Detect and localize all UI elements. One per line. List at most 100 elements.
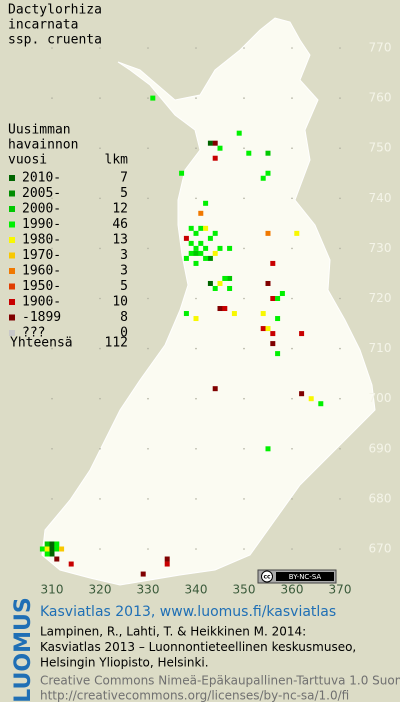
grid-dot (243, 548, 245, 550)
grid-dot (195, 297, 197, 300)
legend-label: 2005- (22, 186, 61, 201)
grid-dot (195, 147, 197, 149)
grid-dot (339, 397, 341, 400)
citation-line: Kasviatlas 2013 – Luonnontieteellinen ke… (40, 640, 356, 654)
observation-square (198, 210, 204, 216)
y-tick-label: 770 (369, 41, 392, 55)
observation-square (265, 280, 271, 286)
observation-square (212, 230, 218, 236)
title-line: incarnata (8, 18, 78, 33)
grid-dot (291, 97, 293, 99)
observation-square (203, 255, 209, 261)
legend-swatch (9, 175, 15, 181)
legend-count: 5 (120, 186, 128, 201)
x-tick-label: 330 (137, 583, 160, 597)
legend-count: 46 (112, 217, 128, 232)
observation-square (49, 546, 55, 552)
observation-square (193, 230, 199, 236)
grid-dot (339, 147, 341, 149)
legend-count-heading: lkm (105, 153, 129, 168)
observation-square (318, 401, 324, 407)
grid-dot (147, 397, 149, 400)
observation-square (231, 311, 237, 317)
observation-square (270, 296, 276, 301)
legend-count: 10 (112, 295, 128, 310)
observation-square (270, 260, 276, 266)
legend-count: 5 (120, 279, 128, 294)
grid-dot (339, 97, 341, 99)
grid-dot (291, 397, 293, 400)
observation-square (236, 130, 242, 136)
axis-ticks: 310 320 330 340 350 360 3707707607507407307207… (41, 41, 392, 597)
grid-dot (195, 498, 197, 500)
grid-dot (291, 297, 293, 300)
title-line: ssp. cruenta (8, 33, 102, 48)
observation-square (294, 230, 300, 236)
badge-text: BY-NC-SA (289, 573, 322, 581)
x-tick-label: 310 (41, 583, 64, 597)
grid-dot (147, 247, 149, 250)
grid-dot (99, 247, 101, 250)
observation-square (212, 285, 218, 291)
grid-dot (195, 347, 197, 350)
license-badge: cc BY-NC-SA (257, 569, 337, 584)
observation-square (54, 541, 60, 547)
legend-heading: havainnon (8, 138, 78, 153)
observation-square (198, 225, 204, 231)
grid-dot (51, 47, 53, 49)
observation-square (260, 311, 266, 317)
observation-square (275, 351, 281, 357)
y-tick-label: 710 (369, 341, 392, 355)
observation-square (140, 571, 146, 577)
grid-dot (99, 47, 101, 49)
observation-square (275, 316, 281, 322)
grid-dot (195, 47, 197, 49)
observation-square (279, 290, 285, 296)
observation-square (193, 316, 199, 322)
observation-square (198, 240, 204, 246)
observation-square (198, 250, 204, 256)
observation-square (299, 331, 305, 337)
badge-label-bg (276, 572, 334, 581)
legend-label: ??? (22, 326, 45, 341)
legend-swatch (9, 252, 15, 259)
observation-square (193, 245, 199, 251)
observation-square (49, 541, 55, 547)
grid-dot (51, 197, 53, 200)
observation-square (44, 551, 50, 557)
grid-dot (51, 297, 53, 300)
grid-dot (147, 448, 149, 450)
observation-square (183, 235, 189, 241)
observation-square (222, 275, 228, 281)
citation-line: Lampinen, R., Lahti, T. & Heikkinen M. 2… (40, 625, 306, 639)
y-tick-label: 680 (369, 491, 392, 505)
legend-count: 8 (120, 310, 128, 325)
grid-dot (243, 197, 245, 200)
legend-total-label: Yhteensä (10, 336, 73, 351)
legend-swatch (9, 237, 15, 243)
footer: Lampinen, R., Lahti, T. & Heikkinen M. 2… (40, 625, 400, 702)
legend-label: 2000- (22, 202, 61, 217)
legend-swatch (9, 314, 15, 321)
observation-square (203, 245, 209, 251)
grid-dot (291, 498, 293, 500)
observation-square (68, 561, 74, 567)
license-line: http://creativecommons.org/licenses/by-n… (40, 689, 349, 702)
observation-square (183, 311, 189, 317)
grid-dot (291, 197, 293, 200)
grid-dot (147, 47, 149, 49)
grid-dot (195, 548, 197, 550)
grid-dot (147, 548, 149, 550)
legend-count: 3 (120, 248, 128, 263)
grid-dot (339, 247, 341, 250)
license-line: Creative Commons Nimeä-Epäkaupallinen-Ta… (40, 674, 400, 688)
grid-dot (195, 397, 197, 400)
observation-square (265, 446, 271, 452)
grid-dot (51, 147, 53, 149)
legend-label: 1950- (22, 279, 61, 294)
grid-dot (51, 397, 53, 400)
legend-count: 13 (112, 233, 128, 248)
observation-square (44, 546, 50, 552)
